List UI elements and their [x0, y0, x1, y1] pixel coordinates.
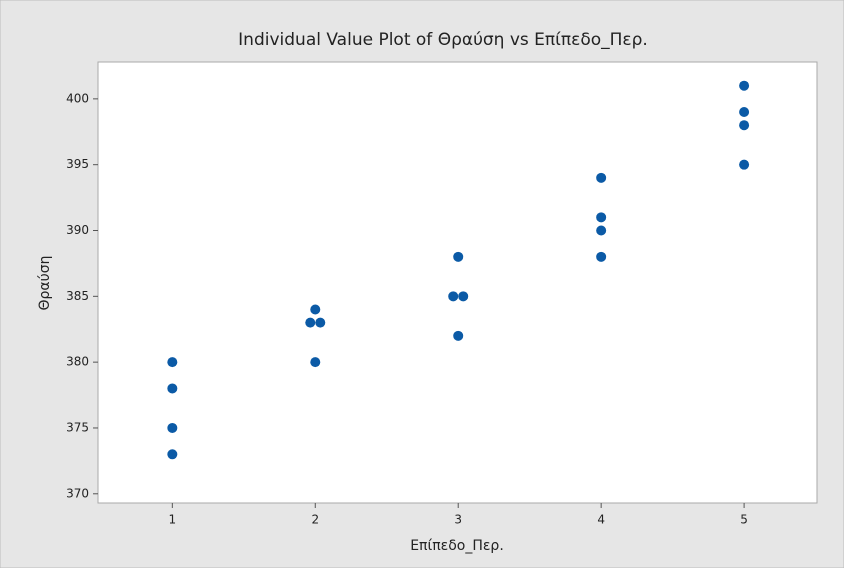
x-axis-label: Επίπεδο_Περ.: [410, 538, 504, 554]
point: [167, 383, 178, 394]
point: [458, 291, 469, 302]
point: [739, 159, 750, 170]
point: [739, 120, 750, 131]
point: [596, 251, 607, 262]
point: [596, 172, 607, 183]
point: [167, 357, 178, 368]
x-tick-label: 5: [740, 513, 748, 527]
y-tick-label: 375: [66, 420, 89, 434]
point: [453, 251, 464, 262]
plot-area: [97, 61, 818, 504]
chart-title: Individual Value Plot of Θραύση vs Επίπε…: [238, 30, 648, 50]
point: [167, 422, 178, 433]
y-axis-label: Θραύση: [37, 256, 53, 311]
point: [305, 317, 316, 328]
point: [739, 80, 750, 91]
point: [310, 304, 321, 315]
point: [310, 357, 321, 368]
point: [596, 225, 607, 236]
x-tick-label: 4: [597, 513, 605, 527]
point: [739, 107, 750, 118]
point: [315, 317, 326, 328]
point: [448, 291, 459, 302]
y-tick-label: 385: [66, 289, 89, 303]
y-tick-label: 370: [66, 486, 89, 500]
y-tick-label: 400: [66, 91, 89, 105]
y-tick-label: 395: [66, 157, 89, 171]
y-tick-label: 390: [66, 223, 89, 237]
x-tick-label: 2: [311, 513, 319, 527]
point: [167, 449, 178, 460]
point: [453, 330, 464, 341]
point: [596, 212, 607, 223]
y-tick-label: 380: [66, 355, 89, 369]
x-tick-label: 1: [169, 513, 177, 527]
x-tick-label: 3: [454, 513, 462, 527]
